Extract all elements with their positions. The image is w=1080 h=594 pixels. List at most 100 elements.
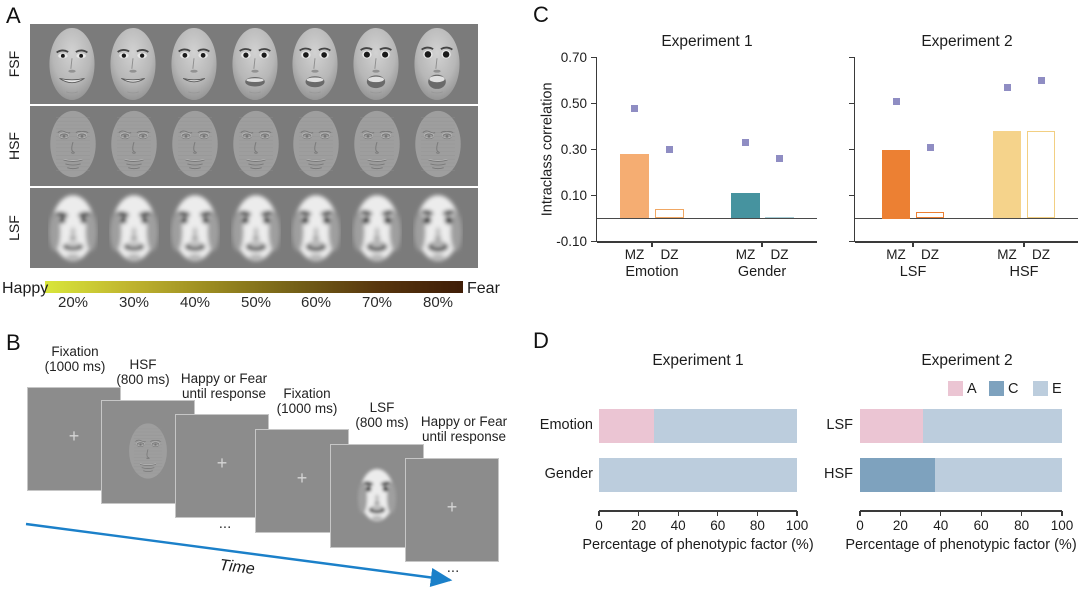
group-tick — [912, 242, 914, 247]
screen-title-line: HSF — [129, 357, 157, 372]
marker-gender-dz — [776, 155, 783, 163]
x-tick-label: 100 — [785, 518, 809, 533]
x-tick-label: 0 — [856, 518, 864, 533]
lsf-face — [356, 466, 398, 529]
row-label: LSF — [5, 215, 22, 241]
y-tick — [591, 56, 597, 59]
lsf-face — [48, 190, 98, 271]
y-tick-label: 0.70 — [560, 49, 587, 65]
legend-swatch-e — [1033, 381, 1048, 396]
x-axis — [855, 241, 1078, 243]
zero-line — [855, 217, 1078, 219]
x-tick — [677, 511, 679, 516]
hsf-face — [170, 108, 220, 185]
fixation-cross: + — [68, 426, 80, 446]
marker-lsf-mz — [892, 97, 900, 105]
category-label: Emotion — [539, 417, 593, 433]
chart-title: Experiment 2 — [921, 33, 1013, 50]
hsf-face — [48, 108, 98, 185]
marker-lsf-dz — [926, 143, 934, 151]
x-tick-label: 20 — [631, 518, 647, 533]
screen-title-line: (1000 ms) — [44, 359, 106, 374]
x-tick — [756, 511, 758, 516]
lsf-face — [170, 190, 220, 271]
segment-e-emotion — [654, 409, 797, 443]
lsf-face — [109, 190, 159, 271]
fsf-face — [109, 26, 157, 107]
hsf-face — [413, 108, 463, 185]
segment-a-lsf — [860, 409, 923, 443]
bar-label: DZ — [770, 247, 789, 262]
row-label: FSF — [5, 50, 22, 78]
y-tick — [849, 102, 855, 105]
colorbar-tick-label: 70% — [361, 294, 393, 311]
x-tick-label: 40 — [670, 518, 686, 533]
chart-title: Experiment 1 — [652, 352, 744, 369]
y-tick-label: 0.50 — [560, 95, 587, 111]
bar-label: MZ — [735, 247, 756, 262]
row-label: HSF — [5, 132, 22, 161]
x-tick-label: 60 — [710, 518, 726, 533]
x-axis-label: Percentage of phenotypic factor (%) — [845, 537, 1077, 553]
bar-hsf-dz — [1027, 131, 1055, 219]
fixation-cross: + — [296, 468, 308, 488]
x-tick — [796, 511, 798, 516]
x-tick — [1061, 511, 1063, 516]
panel-c-label: C — [533, 2, 549, 27]
segment-e-lsf — [922, 409, 1062, 443]
x-tick-label: 40 — [933, 518, 949, 533]
paradigm-screen — [405, 458, 499, 562]
chart-title: Experiment 1 — [661, 33, 753, 50]
category-label: LSF — [826, 417, 853, 433]
y-tick — [591, 148, 597, 151]
bar-label: MZ — [997, 247, 1017, 262]
screen-title-line: LSF — [369, 400, 395, 415]
screen-title-line: (1000 ms) — [276, 401, 338, 416]
bar-label: DZ — [660, 247, 679, 262]
x-tick — [899, 511, 901, 516]
group-label: HSF — [1009, 264, 1039, 280]
group-tick — [651, 242, 653, 247]
fsf-face — [170, 26, 218, 107]
x-tick — [859, 511, 861, 516]
screen-title-line: Fixation — [283, 386, 331, 401]
x-tick — [598, 511, 600, 516]
x-axis — [597, 241, 817, 243]
group-tick — [761, 242, 763, 247]
hsf-face — [352, 108, 402, 185]
segment-c-hsf — [860, 458, 935, 492]
bar-lsf-mz — [882, 149, 910, 219]
x-tick-label: 20 — [892, 518, 908, 533]
bar-emotion-mz — [620, 154, 649, 219]
legend-label-c: C — [1008, 381, 1019, 397]
fixation-cross: + — [216, 453, 228, 473]
marker-emotion-dz — [666, 146, 673, 153]
lsf-face — [291, 190, 341, 271]
bar-emotion-dz — [655, 209, 684, 219]
screen-title-line: (800 ms) — [116, 372, 170, 387]
y-tick — [591, 102, 597, 105]
bar-label: DZ — [1032, 247, 1050, 262]
y-tick-label: 0.10 — [560, 187, 587, 203]
bar-hsf-mz — [993, 131, 1021, 219]
group-label: Gender — [737, 264, 787, 280]
screen-title-line: Happy or Fear — [180, 371, 268, 386]
screen-title-line: Fixation — [51, 344, 99, 359]
screen-title-line: until response — [421, 429, 507, 444]
category-label: Gender — [544, 466, 593, 482]
x-axis-label: Percentage of phenotypic factor (%) — [582, 537, 814, 553]
y-tick — [849, 148, 855, 151]
bar-lsf-dz — [916, 211, 944, 219]
legend-swatch-c — [989, 381, 1004, 396]
colorbar-tick-label: 40% — [179, 294, 211, 311]
y-tick — [849, 194, 855, 197]
colorbar-tick-label: 50% — [240, 294, 272, 311]
segment-e-gender — [599, 458, 797, 492]
screen-title-line: until response — [181, 386, 267, 401]
segment-a-emotion — [599, 409, 655, 443]
lsf-face — [413, 190, 463, 271]
marker-gender-mz — [742, 139, 749, 147]
colorbar-tick-label: 60% — [300, 294, 332, 311]
fsf-face — [291, 26, 339, 107]
